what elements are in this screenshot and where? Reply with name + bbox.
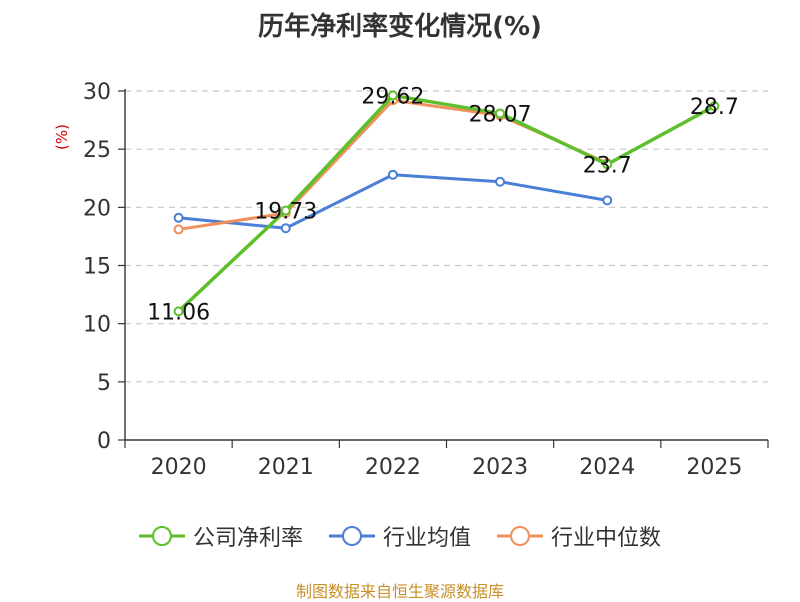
y-tick-label: 10 [83,313,111,338]
y-tick-label: 20 [83,196,111,221]
data-label: 28.07 [469,102,532,127]
legend: 公司净利率 行业均值 行业中位数 [0,520,800,552]
y-tick-label: 5 [97,371,111,396]
x-tick-label: 2025 [686,455,742,480]
data-point [280,205,291,216]
series-line [177,93,716,313]
data-point [280,223,291,234]
x-tick-label: 2021 [258,455,314,480]
legend-line-circle-icon [328,526,375,546]
legend-line-circle-icon [138,526,185,546]
source-note: 制图数据来自恒生聚源数据库 [295,582,504,601]
data-point [387,90,398,101]
data-label-layer: 11.06 19.73 29.62 28.07 23.7 28.7 [147,84,739,325]
legend-label: 行业中位数 [551,526,662,551]
data-label: 11.06 [147,300,210,325]
legend-item[interactable]: 公司净利率 [138,520,303,552]
data-label: 29.62 [361,84,424,109]
chart-title: 历年净利率变化情况(%) [258,12,542,42]
legend-line-circle-icon [497,526,543,546]
y-tick-label: 15 [83,255,111,280]
y-tick-label: 25 [83,138,111,163]
data-point [173,306,184,317]
data-point [602,159,613,170]
data-label: 23.7 [583,153,632,178]
x-tick-label: 2024 [579,455,635,480]
data-label: 19.73 [254,199,317,224]
data-label: 28.7 [690,95,739,120]
x-tick-label: 2020 [151,455,207,480]
x-tick-label: 2022 [365,455,421,480]
data-point [173,212,184,223]
y-tick-label: 0 [97,429,111,454]
grid-layer [125,90,768,383]
data-point [602,195,613,206]
y-tick-label: 30 [83,80,111,105]
legend-item[interactable]: 行业均值 [328,520,471,552]
x-tick-label: 2023 [472,455,528,480]
series-line [178,98,608,231]
legend-label: 行业均值 [382,526,471,551]
data-point [709,101,720,112]
legend-label: 公司净利率 [192,526,303,551]
legend-item[interactable]: 行业中位数 [497,520,661,552]
data-point [173,224,184,235]
data-point [387,169,398,180]
data-point [495,108,506,119]
series-layer [173,90,720,317]
data-point [495,176,506,187]
